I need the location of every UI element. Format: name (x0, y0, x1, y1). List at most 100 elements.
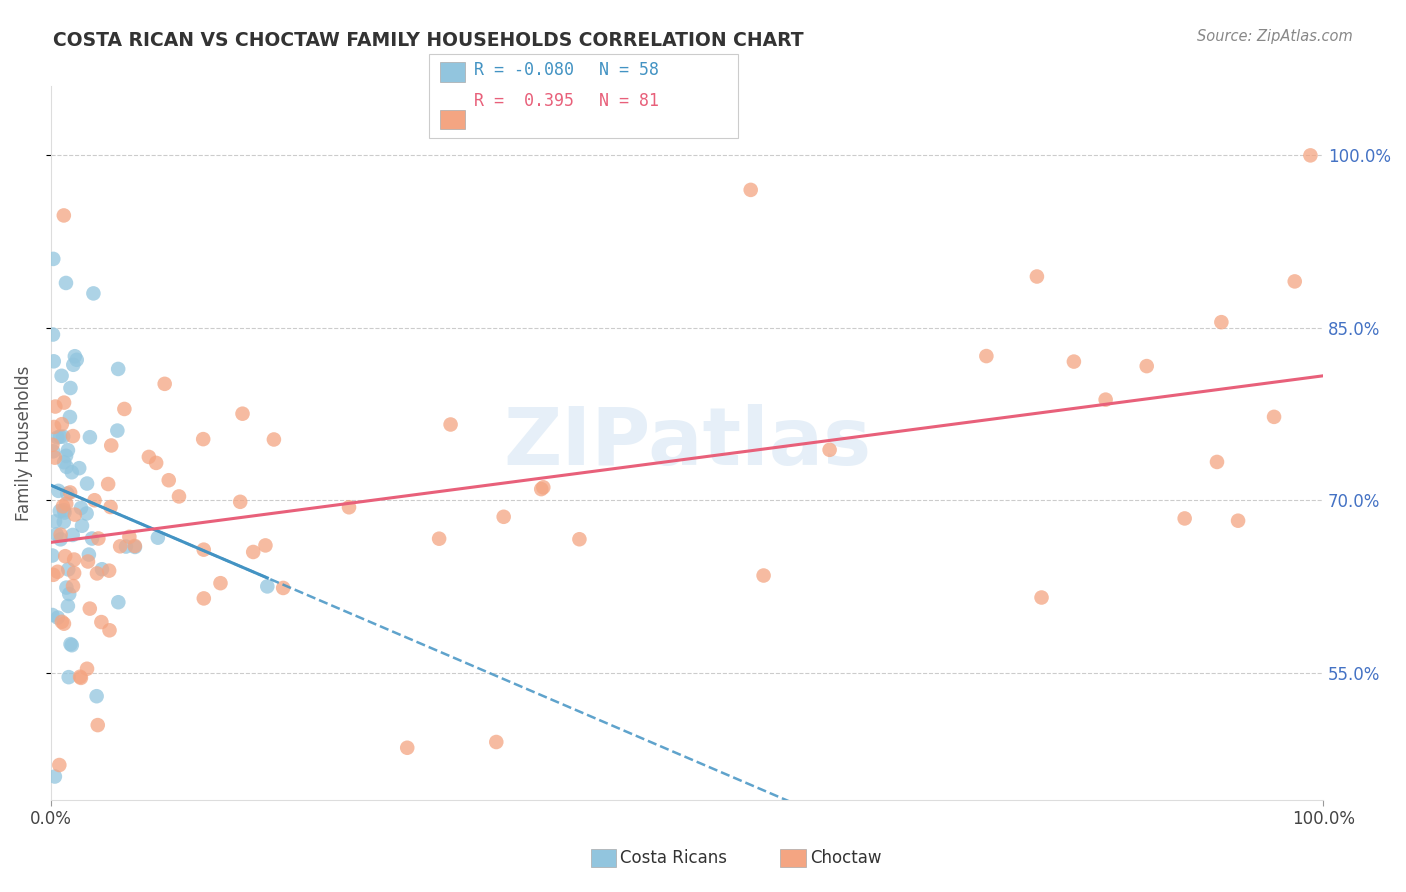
Point (82, 286, 104, 301)
Point (568, 533, 591, 547)
Point (59, 409, 82, 424)
Point (271, 581, 294, 595)
Point (105, 424, 128, 438)
Point (80, 532, 103, 546)
Point (41, 438, 63, 452)
Point (1227, 514, 1250, 528)
Point (41, 607, 63, 622)
Point (83, 493, 105, 508)
Point (53, 506, 76, 520)
Point (427, 532, 450, 546)
Point (55, 581, 77, 595)
Point (59, 485, 82, 500)
Point (976, 349, 998, 363)
Point (193, 432, 215, 446)
Point (1031, 591, 1053, 605)
Point (44, 450, 66, 465)
Point (98, 624, 121, 638)
Point (42, 444, 65, 458)
Point (51, 615, 73, 629)
Point (492, 509, 515, 524)
Point (87, 532, 110, 546)
Point (100, 500, 122, 514)
Point (58, 587, 80, 601)
Point (396, 740, 419, 755)
Point (55, 459, 77, 474)
Point (242, 545, 264, 559)
Point (108, 539, 131, 553)
Point (49, 533, 72, 547)
Point (124, 539, 146, 553)
Point (52, 209, 75, 223)
Point (115, 540, 138, 554)
Point (48, 483, 70, 498)
Point (100, 438, 122, 452)
Point (46, 610, 69, 624)
Point (231, 407, 253, 421)
Point (485, 735, 508, 749)
Point (76, 662, 98, 676)
Point (86, 566, 108, 581)
Point (53, 503, 76, 517)
Point (58, 562, 80, 576)
Point (90, 615, 112, 629)
Point (48, 758, 70, 772)
Point (76, 507, 98, 521)
Point (193, 542, 215, 557)
Point (67, 461, 90, 475)
Point (53, 549, 76, 564)
Point (63, 508, 86, 522)
Point (740, 183, 762, 197)
Point (60, 638, 83, 652)
Point (107, 362, 129, 376)
Point (49, 527, 72, 541)
Point (79, 601, 101, 615)
Point (42, 354, 65, 368)
Point (51, 417, 73, 432)
Point (52, 616, 75, 631)
Point (1174, 511, 1197, 525)
Point (63, 349, 86, 363)
Point (256, 579, 278, 593)
Point (53, 455, 76, 469)
Point (66, 352, 89, 367)
Point (97, 477, 120, 491)
Point (42, 420, 65, 434)
Point (76, 476, 98, 491)
Point (55, 449, 77, 463)
Point (118, 530, 141, 544)
Point (254, 538, 277, 552)
Point (79, 430, 101, 444)
Point (44, 770, 66, 784)
Point (45, 527, 67, 541)
Point (1025, 269, 1047, 284)
Point (70, 518, 93, 533)
Point (51, 368, 73, 383)
Point (56, 486, 79, 500)
Text: COSTA RICAN VS CHOCTAW FAMILY HOUSEHOLDS CORRELATION CHART: COSTA RICAN VS CHOCTAW FAMILY HOUSEHOLDS… (53, 31, 804, 50)
Point (91, 562, 114, 576)
Text: R = -0.080: R = -0.080 (474, 61, 574, 78)
Point (138, 450, 160, 464)
Point (98, 564, 121, 578)
Point (62, 429, 84, 443)
Point (157, 473, 180, 487)
Point (42, 252, 65, 266)
Point (229, 495, 252, 509)
Point (1263, 409, 1285, 424)
Point (49, 429, 72, 443)
Point (209, 576, 232, 591)
Point (752, 568, 775, 582)
Point (49, 504, 72, 518)
Point (58, 670, 80, 684)
Point (44, 400, 66, 414)
Point (42, 327, 65, 342)
Point (146, 531, 169, 545)
Point (112, 401, 135, 416)
Point (46, 565, 69, 579)
Point (52, 500, 75, 514)
Point (46, 430, 69, 444)
Point (530, 482, 553, 496)
Point (62, 358, 84, 372)
Point (153, 376, 176, 391)
